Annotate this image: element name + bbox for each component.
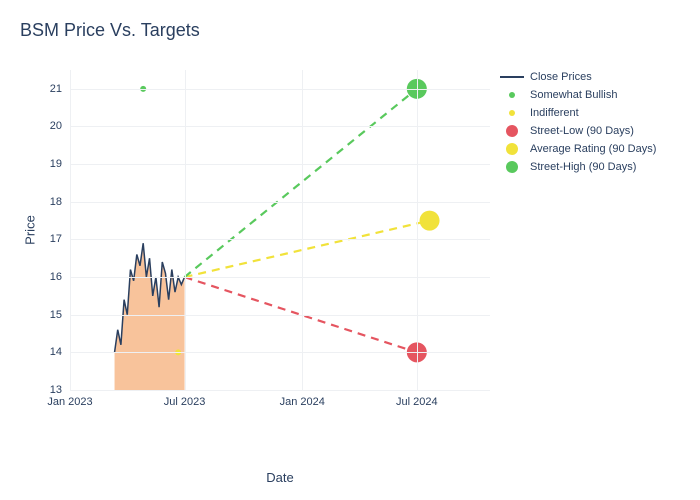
x-tick: Jan 2024 xyxy=(280,390,325,408)
y-tick: 15 xyxy=(50,309,70,321)
legend-label: Somewhat Bullish xyxy=(530,89,617,101)
y-tick: 18 xyxy=(50,196,70,208)
gridline-h xyxy=(70,164,490,165)
gridline-h xyxy=(70,126,490,127)
x-tick: Jul 2024 xyxy=(396,390,438,408)
legend-item: Indifferent xyxy=(500,106,656,120)
gridline-h xyxy=(70,277,490,278)
legend-label: Close Prices xyxy=(530,71,592,83)
gridline-h xyxy=(70,315,490,316)
gridline-h xyxy=(70,352,490,353)
gridline-h xyxy=(70,89,490,90)
legend-swatch xyxy=(500,88,524,102)
plot-area: 131415161718192021Jan 2023Jul 2023Jan 20… xyxy=(70,70,490,390)
x-tick: Jan 2023 xyxy=(47,390,92,408)
target-line xyxy=(185,89,417,277)
target-dot xyxy=(420,211,440,231)
legend-label: Indifferent xyxy=(530,107,579,119)
y-tick: 14 xyxy=(50,346,70,358)
chart-title: BSM Price Vs. Targets xyxy=(20,20,200,41)
gridline-h xyxy=(70,239,490,240)
legend-swatch xyxy=(500,160,524,174)
gridline-v xyxy=(70,70,71,390)
y-axis-label: Price xyxy=(22,215,37,245)
plot-svg xyxy=(70,70,490,390)
legend: Close Prices Somewhat Bullish Indifferent S… xyxy=(500,70,656,178)
legend-item: Close Prices xyxy=(500,70,656,84)
legend-item: Street-Low (90 Days) xyxy=(500,124,656,138)
gridline-h xyxy=(70,202,490,203)
gridline-v xyxy=(417,70,418,390)
legend-label: Street-Low (90 Days) xyxy=(530,125,634,137)
legend-swatch xyxy=(500,70,524,84)
x-axis-label: Date xyxy=(266,470,293,485)
legend-item: Somewhat Bullish xyxy=(500,88,656,102)
legend-label: Average Rating (90 Days) xyxy=(530,143,656,155)
legend-label: Street-High (90 Days) xyxy=(530,161,636,173)
chart-container: BSM Price Vs. Targets Price Date 1314151… xyxy=(0,0,700,500)
gridline-v xyxy=(185,70,186,390)
x-tick: Jul 2023 xyxy=(164,390,206,408)
legend-item: Average Rating (90 Days) xyxy=(500,142,656,156)
legend-swatch xyxy=(500,106,524,120)
y-tick: 20 xyxy=(50,120,70,132)
target-line xyxy=(185,221,430,277)
legend-swatch xyxy=(500,142,524,156)
y-tick: 19 xyxy=(50,158,70,170)
gridline-v xyxy=(302,70,303,390)
legend-swatch xyxy=(500,124,524,138)
y-tick: 17 xyxy=(50,233,70,245)
y-tick: 21 xyxy=(50,83,70,95)
legend-item: Street-High (90 Days) xyxy=(500,160,656,174)
y-tick: 16 xyxy=(50,271,70,283)
